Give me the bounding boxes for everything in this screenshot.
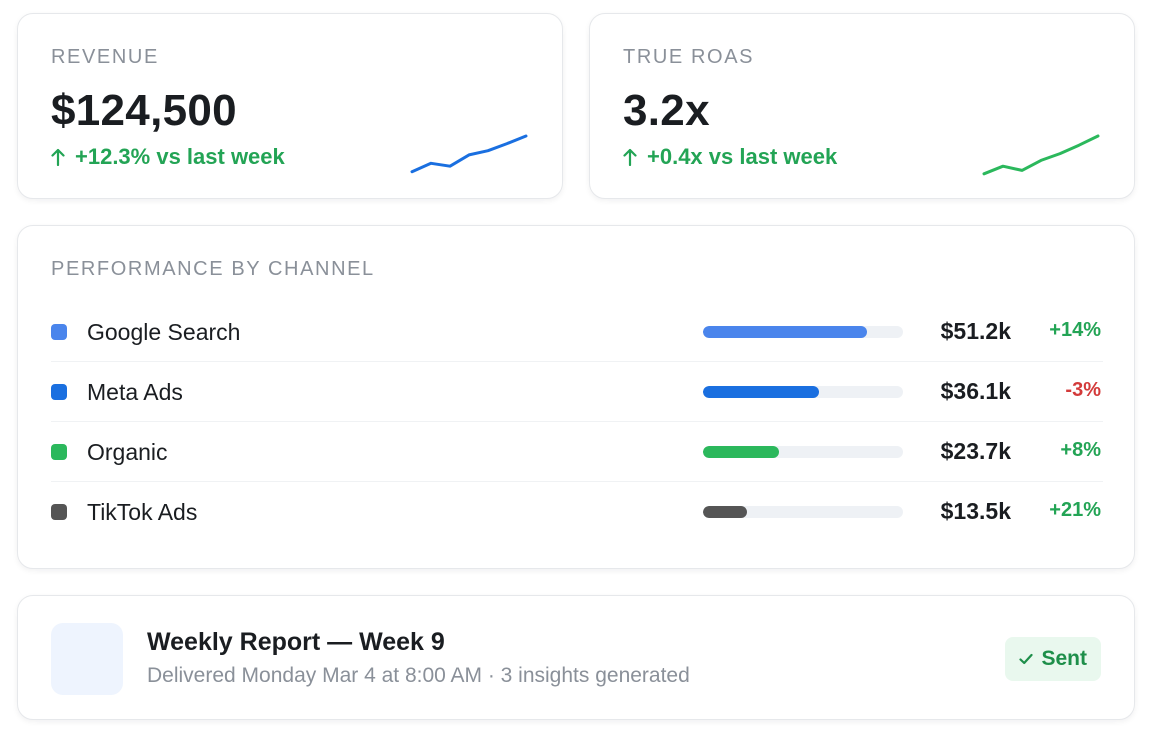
channel-color-dot	[51, 504, 67, 520]
arrow-up-icon	[51, 148, 65, 166]
channel-change: +8%	[1060, 439, 1101, 461]
sparkline-path	[982, 134, 1100, 176]
report-title: Weekly Report — Week 9	[147, 628, 445, 656]
channel-performance-card: PERFORMANCE BY CHANNEL Google Search $51…	[17, 225, 1135, 569]
channel-label: TikTok Ads	[87, 499, 198, 525]
channel-share-bar	[703, 326, 903, 338]
channel-share-bar	[703, 446, 903, 458]
channel-revenue: $23.7k	[940, 438, 1011, 464]
roas-card: TRUE ROAS 3.2x +0.4x vs last week	[589, 13, 1135, 199]
revenue-label: REVENUE	[51, 46, 159, 68]
channel-change: -3%	[1065, 379, 1101, 401]
report-subtitle: Delivered Monday Mar 4 at 8:00 AM · 3 in…	[147, 664, 690, 687]
check-icon	[1019, 653, 1034, 665]
channel-color-dot	[51, 444, 67, 460]
roas-value: 3.2x	[623, 86, 710, 135]
revenue-value: $124,500	[51, 86, 237, 135]
channel-share-bar	[703, 506, 903, 518]
revenue-delta-text: +12.3% vs last week	[75, 144, 285, 169]
channel-share-fill	[703, 326, 867, 338]
channel-label: Google Search	[87, 319, 241, 345]
channel-row-meta-ads[interactable]: Meta Ads $36.1k -3%	[51, 362, 1103, 422]
channel-change: +14%	[1049, 319, 1101, 341]
channel-share-fill	[703, 386, 819, 398]
status-badge: Sent	[1005, 637, 1101, 681]
sparkline-path	[410, 134, 528, 174]
channel-revenue: $36.1k	[940, 378, 1011, 404]
channel-share-fill	[703, 446, 779, 458]
revenue-card: REVENUE $124,500 +12.3% vs last week	[17, 13, 563, 199]
report-thumbnail	[51, 623, 123, 695]
arrow-up-icon	[623, 148, 637, 166]
revenue-sparkline	[410, 134, 528, 174]
revenue-delta: +12.3% vs last week	[51, 144, 285, 170]
channel-row-organic[interactable]: Organic $23.7k +8%	[51, 422, 1103, 482]
roas-delta-text: +0.4x vs last week	[647, 144, 838, 169]
status-badge-text: Sent	[1041, 647, 1087, 670]
section-title: PERFORMANCE BY CHANNEL	[51, 258, 375, 280]
channel-row-google-search[interactable]: Google Search $51.2k +14%	[51, 302, 1103, 362]
channel-row-tiktok-ads[interactable]: TikTok Ads $13.5k +21%	[51, 482, 1103, 542]
channel-color-dot	[51, 324, 67, 340]
weekly-report-card[interactable]: Weekly Report — Week 9 Delivered Monday …	[17, 595, 1135, 720]
channel-share-bar	[703, 386, 903, 398]
roas-label: TRUE ROAS	[623, 46, 755, 68]
channel-change: +21%	[1049, 499, 1101, 521]
roas-sparkline	[982, 134, 1100, 176]
roas-delta: +0.4x vs last week	[623, 144, 837, 170]
channel-revenue: $51.2k	[940, 318, 1011, 344]
channel-share-fill	[703, 506, 747, 518]
channel-label: Meta Ads	[87, 379, 183, 405]
channel-color-dot	[51, 384, 67, 400]
channel-revenue: $13.5k	[940, 498, 1011, 524]
channel-label: Organic	[87, 439, 168, 465]
